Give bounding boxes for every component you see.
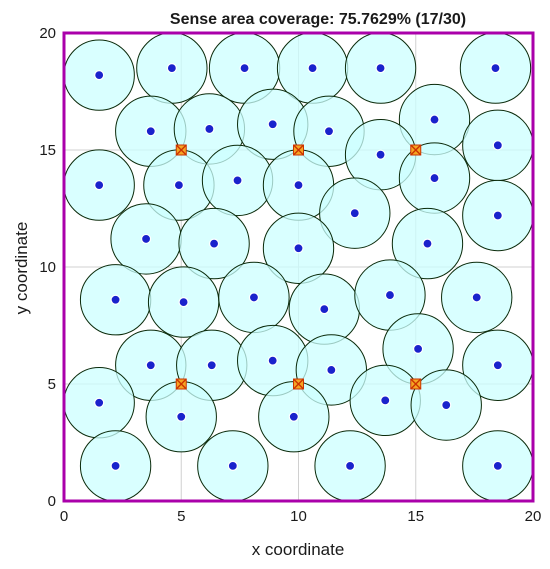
y-axis-label: y coordinate <box>12 222 31 315</box>
sensor-dot <box>441 399 452 411</box>
sensor-dot <box>173 180 185 191</box>
sensor-dot <box>422 238 433 249</box>
sensor-dot <box>140 233 152 245</box>
axis-ticks: 0 5 10 15 20 0 5 10 15 20 <box>39 25 541 525</box>
sensor-dots <box>94 62 503 471</box>
x-tick-label: 20 <box>525 508 542 525</box>
sensor-dot <box>344 460 356 471</box>
sensor-dot <box>349 208 360 219</box>
sensor-dot <box>429 114 440 125</box>
x-axis-label: x coordinate <box>252 540 345 559</box>
sensor-dot <box>319 304 330 315</box>
sensor-dot <box>206 360 217 371</box>
y-tick-label: 10 <box>39 259 56 276</box>
sensor-dot <box>375 62 386 74</box>
x-tick-label: 5 <box>177 508 185 525</box>
sensor-dot <box>490 62 501 74</box>
sensor-dot <box>232 175 243 186</box>
marker-cross <box>293 378 304 390</box>
sensor-dot <box>204 123 215 135</box>
marker-cross <box>410 144 422 156</box>
sensor-dot <box>208 238 220 249</box>
sensor-dot <box>492 360 503 371</box>
sensor-dot <box>239 62 250 74</box>
sensor-dot <box>145 360 156 371</box>
y-tick-label: 20 <box>39 25 56 42</box>
sensor-dot <box>323 126 335 137</box>
sensor-dot <box>293 243 304 254</box>
sensor-dot <box>145 126 156 137</box>
sensing-circles <box>63 32 534 502</box>
sensor-dot <box>267 355 278 366</box>
sensor-dot <box>110 294 121 305</box>
grid-markers <box>175 144 422 390</box>
marker-cross <box>410 378 422 390</box>
marker-cross <box>293 144 304 156</box>
sensor-dot <box>288 411 299 422</box>
sensor-dot <box>110 460 121 471</box>
sensor-dot <box>267 119 278 130</box>
sensor-dot <box>307 62 318 74</box>
sensor-dot <box>176 411 187 422</box>
y-tick-label: 15 <box>39 142 56 159</box>
x-tick-label: 10 <box>290 508 307 525</box>
x-tick-label: 0 <box>60 508 68 525</box>
sensor-dot <box>429 172 440 184</box>
sensor-dot <box>94 70 105 81</box>
sensor-dot <box>492 460 503 471</box>
marker-cross <box>175 378 187 390</box>
sensor-dot <box>380 395 391 406</box>
sensor-dot <box>375 149 386 160</box>
sensor-dot <box>248 292 260 303</box>
sensor-dot <box>178 297 189 308</box>
sensor-dot <box>384 289 396 301</box>
sensor-dot <box>492 140 503 151</box>
chart-title: Sense area coverage: 75.7629% (17/30) <box>170 11 466 28</box>
sensor-dot <box>326 364 337 376</box>
sensor-dot <box>94 180 105 191</box>
sensor-dot <box>492 210 503 221</box>
sensor-dot <box>293 180 304 191</box>
y-tick-label: 5 <box>48 376 56 393</box>
sensor-dot <box>227 460 238 471</box>
marker-cross <box>175 144 187 156</box>
y-tick-label: 0 <box>48 493 56 510</box>
x-tick-label: 15 <box>407 508 424 525</box>
sensor-dot <box>94 397 105 408</box>
sensor-dot <box>471 292 482 303</box>
sensor-dot <box>412 343 424 354</box>
plot-border <box>62 31 535 503</box>
sensor-dot <box>166 62 177 74</box>
